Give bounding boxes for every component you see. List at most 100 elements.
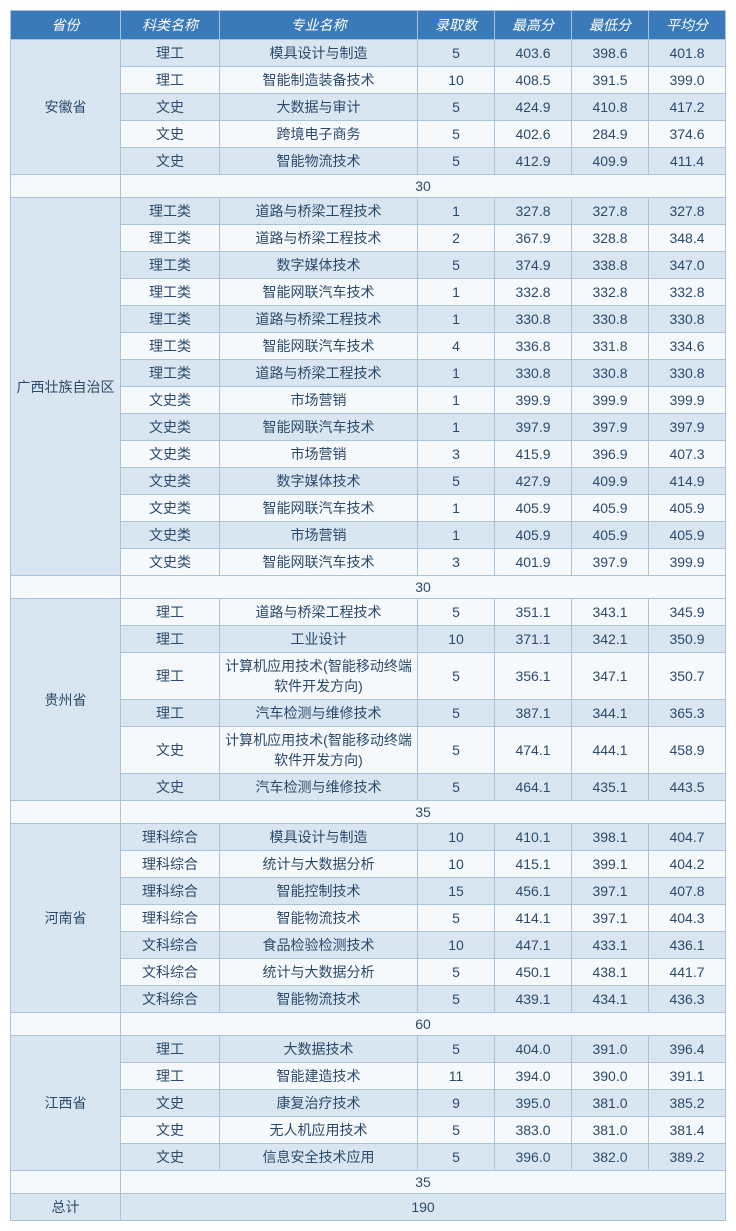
cell-min: 405.9 <box>572 522 649 549</box>
cell-cat: 文史 <box>121 774 220 801</box>
cell-min: 347.1 <box>572 653 649 700</box>
cell-cat: 理工 <box>121 626 220 653</box>
cell-avg: 405.9 <box>649 495 726 522</box>
cell-avg: 399.9 <box>649 387 726 414</box>
cell-major: 智能控制技术 <box>220 878 418 905</box>
cell-min: 409.9 <box>572 148 649 175</box>
cell-max: 371.1 <box>495 626 572 653</box>
cell-min: 433.1 <box>572 932 649 959</box>
cell-cat: 理工类 <box>121 306 220 333</box>
cell-major: 智能制造装备技术 <box>220 67 418 94</box>
cell-max: 330.8 <box>495 306 572 333</box>
cell-major: 食品检验检测技术 <box>220 932 418 959</box>
cell-major: 模具设计与制造 <box>220 40 418 67</box>
cell-avg: 404.3 <box>649 905 726 932</box>
cell-avg: 417.2 <box>649 94 726 121</box>
cell-count: 5 <box>418 94 495 121</box>
cell-count: 3 <box>418 441 495 468</box>
cell-count: 10 <box>418 824 495 851</box>
cell-max: 374.9 <box>495 252 572 279</box>
cell-cat: 文史类 <box>121 495 220 522</box>
subtotal-empty <box>11 1013 121 1036</box>
cell-min: 398.6 <box>572 40 649 67</box>
cell-major: 工业设计 <box>220 626 418 653</box>
cell-avg: 411.4 <box>649 148 726 175</box>
cell-max: 414.1 <box>495 905 572 932</box>
cell-avg: 391.1 <box>649 1063 726 1090</box>
subtotal-row: 30 <box>11 175 726 198</box>
cell-cat: 文史类 <box>121 414 220 441</box>
cell-avg: 399.0 <box>649 67 726 94</box>
cell-max: 367.9 <box>495 225 572 252</box>
cell-avg: 443.5 <box>649 774 726 801</box>
cell-max: 415.9 <box>495 441 572 468</box>
cell-cat: 理工 <box>121 1036 220 1063</box>
cell-major: 跨境电子商务 <box>220 121 418 148</box>
cell-count: 5 <box>418 40 495 67</box>
province-cell: 贵州省 <box>11 599 121 801</box>
cell-avg: 334.6 <box>649 333 726 360</box>
cell-count: 5 <box>418 1117 495 1144</box>
cell-min: 381.0 <box>572 1090 649 1117</box>
cell-max: 456.1 <box>495 878 572 905</box>
cell-min: 391.0 <box>572 1036 649 1063</box>
cell-major: 市场营销 <box>220 387 418 414</box>
subtotal-value: 30 <box>121 576 726 599</box>
cell-max: 410.1 <box>495 824 572 851</box>
cell-cat: 文史类 <box>121 387 220 414</box>
cell-avg: 332.8 <box>649 279 726 306</box>
cell-cat: 理工 <box>121 700 220 727</box>
cell-avg: 407.3 <box>649 441 726 468</box>
cell-avg: 396.4 <box>649 1036 726 1063</box>
cell-min: 330.8 <box>572 360 649 387</box>
cell-min: 328.8 <box>572 225 649 252</box>
cell-major: 汽车检测与维修技术 <box>220 700 418 727</box>
subtotal-row: 60 <box>11 1013 726 1036</box>
cell-avg: 397.9 <box>649 414 726 441</box>
cell-cat: 文史 <box>121 1117 220 1144</box>
cell-avg: 348.4 <box>649 225 726 252</box>
cell-min: 410.8 <box>572 94 649 121</box>
cell-max: 399.9 <box>495 387 572 414</box>
cell-cat: 理工类 <box>121 279 220 306</box>
cell-count: 1 <box>418 522 495 549</box>
cell-min: 343.1 <box>572 599 649 626</box>
cell-max: 412.9 <box>495 148 572 175</box>
cell-count: 11 <box>418 1063 495 1090</box>
cell-min: 434.1 <box>572 986 649 1013</box>
cell-count: 5 <box>418 700 495 727</box>
cell-min: 397.1 <box>572 878 649 905</box>
cell-count: 10 <box>418 932 495 959</box>
subtotal-value: 35 <box>121 1171 726 1194</box>
cell-min: 398.1 <box>572 824 649 851</box>
cell-major: 无人机应用技术 <box>220 1117 418 1144</box>
cell-count: 1 <box>418 306 495 333</box>
cell-major: 市场营销 <box>220 441 418 468</box>
cell-max: 327.8 <box>495 198 572 225</box>
cell-count: 15 <box>418 878 495 905</box>
table-row: 贵州省理工道路与桥梁工程技术5351.1343.1345.9 <box>11 599 726 626</box>
cell-max: 450.1 <box>495 959 572 986</box>
cell-cat: 理工类 <box>121 333 220 360</box>
cell-count: 5 <box>418 252 495 279</box>
cell-major: 智能网联汽车技术 <box>220 495 418 522</box>
cell-cat: 理工 <box>121 599 220 626</box>
province-cell: 江西省 <box>11 1036 121 1171</box>
cell-min: 390.0 <box>572 1063 649 1090</box>
cell-count: 1 <box>418 360 495 387</box>
cell-avg: 327.8 <box>649 198 726 225</box>
cell-count: 5 <box>418 774 495 801</box>
cell-max: 424.9 <box>495 94 572 121</box>
cell-count: 5 <box>418 959 495 986</box>
cell-avg: 389.2 <box>649 1144 726 1171</box>
subtotal-empty <box>11 801 121 824</box>
cell-major: 智能网联汽车技术 <box>220 414 418 441</box>
cell-min: 397.9 <box>572 414 649 441</box>
cell-avg: 330.8 <box>649 360 726 387</box>
cell-count: 5 <box>418 599 495 626</box>
cell-avg: 458.9 <box>649 727 726 774</box>
cell-major: 道路与桥梁工程技术 <box>220 198 418 225</box>
cell-avg: 414.9 <box>649 468 726 495</box>
cell-cat: 文史 <box>121 1090 220 1117</box>
cell-avg: 365.3 <box>649 700 726 727</box>
